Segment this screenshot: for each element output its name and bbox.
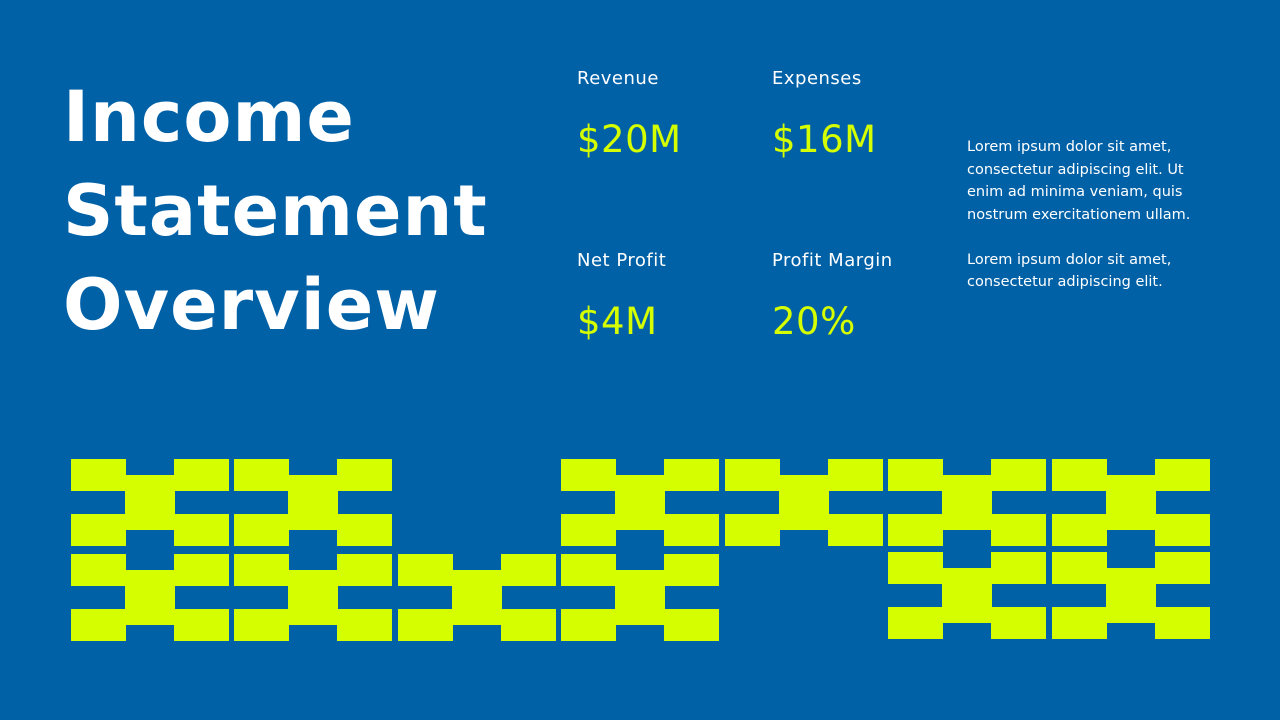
- pattern-block: [725, 514, 780, 546]
- pattern-block: [337, 554, 392, 586]
- pattern-block: [828, 514, 883, 546]
- pattern-block: [71, 514, 126, 546]
- pattern-block: [288, 570, 338, 625]
- pattern-tile: [1052, 459, 1210, 546]
- pattern-block: [615, 570, 665, 625]
- pattern-block: [1052, 607, 1107, 639]
- pattern-block: [828, 459, 883, 491]
- pattern-block: [1155, 552, 1210, 584]
- pattern-block: [234, 554, 289, 586]
- pattern-block: [888, 607, 943, 639]
- pattern-block: [888, 459, 943, 491]
- pattern-block: [561, 609, 616, 641]
- metric-label: Net Profit: [577, 250, 667, 271]
- metric-profit-margin: Profit Margin 20%: [772, 250, 893, 343]
- pattern-tile: [398, 554, 556, 641]
- pattern-block: [664, 514, 719, 546]
- metric-label: Profit Margin: [772, 250, 893, 271]
- slide-title: Income Statement Overview: [63, 70, 488, 352]
- metric-value: $20M: [577, 118, 682, 161]
- pattern-block: [561, 514, 616, 546]
- pattern-block: [174, 514, 229, 546]
- pattern-tile: [888, 552, 1046, 639]
- pattern-block: [501, 554, 556, 586]
- metric-label: Revenue: [577, 68, 659, 89]
- pattern-block: [71, 609, 126, 641]
- pattern-block: [125, 475, 175, 530]
- pattern-block: [174, 554, 229, 586]
- pattern-block: [501, 609, 556, 641]
- pattern-block: [1155, 607, 1210, 639]
- pattern-block: [337, 514, 392, 546]
- pattern-tile: [234, 459, 392, 546]
- pattern-block: [288, 475, 338, 530]
- pattern-block: [664, 459, 719, 491]
- pattern-block: [174, 609, 229, 641]
- pattern-block: [71, 459, 126, 491]
- pattern-block: [942, 568, 992, 623]
- pattern-block: [1052, 459, 1107, 491]
- pattern-block: [942, 475, 992, 530]
- metric-value: $4M: [577, 300, 658, 343]
- pattern-block: [1052, 514, 1107, 546]
- description-paragraph-1: Lorem ipsum dolor sit amet, consectetur …: [967, 139, 1191, 223]
- pattern-tile: [1052, 552, 1210, 639]
- pattern-tile: [71, 554, 229, 641]
- description-text: Lorem ipsum dolor sit amet, consectetur …: [967, 136, 1197, 316]
- pattern-block: [615, 475, 665, 530]
- pattern-tile: [561, 554, 719, 641]
- metric-value: 20%: [772, 300, 856, 343]
- pattern-tile: [725, 459, 883, 546]
- title-line-2: Statement: [63, 170, 488, 252]
- description-paragraph-2: Lorem ipsum dolor sit amet, consectetur …: [967, 251, 1172, 291]
- metric-value: $16M: [772, 118, 877, 161]
- title-line-3: Overview: [63, 264, 440, 346]
- pattern-block: [234, 609, 289, 641]
- pattern-block: [125, 570, 175, 625]
- pattern-tile: [888, 459, 1046, 546]
- metric-net-profit: Net Profit $4M: [577, 250, 667, 343]
- pattern-tile: [234, 554, 392, 641]
- pattern-block: [234, 459, 289, 491]
- pattern-block: [1106, 568, 1156, 623]
- pattern-block: [337, 609, 392, 641]
- metric-expenses: Expenses $16M: [772, 68, 876, 161]
- pattern-block: [1155, 514, 1210, 546]
- pattern-block: [337, 459, 392, 491]
- pattern-block: [398, 554, 453, 586]
- pattern-block: [991, 514, 1046, 546]
- pattern-block: [725, 459, 780, 491]
- pattern-block: [888, 552, 943, 584]
- metric-label: Expenses: [772, 68, 862, 89]
- pattern-tile: [71, 459, 229, 546]
- pattern-block: [71, 554, 126, 586]
- pattern-block: [452, 570, 502, 625]
- pattern-block: [1106, 475, 1156, 530]
- pattern-tile: [561, 459, 719, 546]
- pattern-block: [991, 607, 1046, 639]
- title-line-1: Income: [63, 76, 355, 158]
- pattern-block: [174, 459, 229, 491]
- pattern-block: [991, 552, 1046, 584]
- pattern-block: [664, 554, 719, 586]
- pattern-block: [234, 514, 289, 546]
- pattern-block: [1052, 552, 1107, 584]
- pattern-block: [991, 459, 1046, 491]
- pattern-block: [664, 609, 719, 641]
- pattern-block: [561, 459, 616, 491]
- pattern-block: [779, 475, 829, 530]
- pattern-block: [561, 554, 616, 586]
- pattern-block: [1155, 459, 1210, 491]
- pattern-block: [398, 609, 453, 641]
- pattern-block: [888, 514, 943, 546]
- metric-revenue: Revenue $20M: [577, 68, 681, 161]
